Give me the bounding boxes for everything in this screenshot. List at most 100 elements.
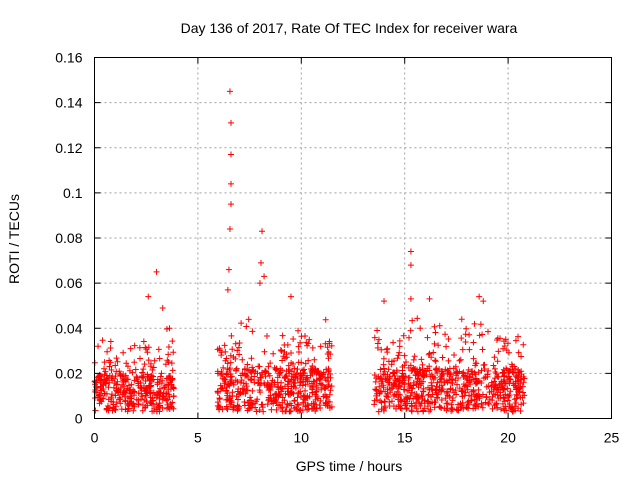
data-point xyxy=(306,336,313,343)
data-point-outlier xyxy=(227,201,234,208)
data-point xyxy=(224,390,231,397)
data-point xyxy=(295,401,302,408)
data-point xyxy=(499,382,506,389)
data-point xyxy=(476,332,483,339)
data-point xyxy=(245,316,252,323)
data-point xyxy=(455,375,462,382)
data-point xyxy=(169,338,176,345)
data-point-outlier xyxy=(225,266,232,273)
data-point xyxy=(449,394,456,401)
data-point-outlier xyxy=(381,298,388,305)
data-point-outlier xyxy=(287,293,294,300)
data-point xyxy=(236,403,243,410)
data-point xyxy=(427,406,434,413)
data-point xyxy=(100,395,107,402)
data-point xyxy=(418,400,425,407)
data-point xyxy=(499,400,506,407)
data-point xyxy=(446,393,453,400)
data-point xyxy=(492,369,499,376)
data-point xyxy=(502,391,509,398)
data-point xyxy=(463,404,470,411)
data-point xyxy=(223,387,230,394)
y-tick-label: 0 xyxy=(75,411,83,427)
data-point xyxy=(438,382,445,389)
data-point xyxy=(224,360,231,367)
data-point xyxy=(401,373,408,380)
data-point xyxy=(382,398,389,405)
data-point xyxy=(492,391,499,398)
data-point xyxy=(139,401,146,408)
data-point xyxy=(114,358,121,365)
data-point xyxy=(169,367,176,374)
data-point xyxy=(520,341,527,348)
data-point xyxy=(491,354,498,361)
data-point xyxy=(265,394,272,401)
data-point xyxy=(480,362,487,369)
data-point xyxy=(443,343,450,350)
data-point xyxy=(221,342,228,349)
data-point xyxy=(400,386,407,393)
data-point-outlier xyxy=(256,280,263,287)
data-point xyxy=(475,369,482,376)
data-point xyxy=(471,369,478,376)
data-point xyxy=(294,366,301,373)
data-point xyxy=(220,375,227,382)
data-point xyxy=(265,363,272,370)
data-point xyxy=(388,361,395,368)
data-point xyxy=(101,359,108,366)
data-point xyxy=(410,365,417,372)
data-points xyxy=(91,88,528,415)
data-point xyxy=(248,377,255,384)
data-point xyxy=(414,378,421,385)
y-tick-label: 0.04 xyxy=(55,320,82,336)
data-point xyxy=(143,345,150,352)
data-point-outlier xyxy=(407,248,414,255)
data-point xyxy=(515,366,522,373)
data-point xyxy=(510,369,517,376)
data-point xyxy=(302,387,309,394)
data-point xyxy=(450,365,457,372)
data-point xyxy=(443,400,450,407)
data-point xyxy=(253,408,260,415)
data-point xyxy=(112,362,119,369)
data-point xyxy=(278,347,285,354)
data-point xyxy=(151,357,158,364)
data-point xyxy=(327,351,334,358)
data-point xyxy=(475,378,482,385)
data-point xyxy=(409,317,416,324)
data-point xyxy=(254,370,261,377)
data-point xyxy=(261,348,268,355)
data-point xyxy=(318,386,325,393)
data-point xyxy=(229,346,236,353)
data-point xyxy=(520,389,527,396)
data-point xyxy=(500,366,507,373)
data-point xyxy=(378,399,385,406)
data-point xyxy=(464,399,471,406)
data-point xyxy=(149,366,156,373)
data-point xyxy=(234,396,241,403)
data-point xyxy=(322,374,329,381)
data-point xyxy=(269,377,276,384)
data-point xyxy=(417,325,424,332)
data-point xyxy=(140,366,147,373)
data-point xyxy=(317,405,324,412)
data-point xyxy=(399,364,406,371)
data-point xyxy=(155,346,162,353)
data-point xyxy=(239,356,246,363)
data-point xyxy=(163,390,170,397)
data-point xyxy=(493,401,500,408)
data-point xyxy=(263,332,270,339)
data-point-outlier xyxy=(407,295,414,302)
data-point xyxy=(436,322,443,329)
data-point xyxy=(378,375,385,382)
data-point xyxy=(431,323,438,330)
data-point xyxy=(302,403,309,410)
data-point xyxy=(255,376,262,383)
data-point xyxy=(377,366,384,373)
data-point xyxy=(501,386,508,393)
data-point xyxy=(471,320,478,327)
data-point xyxy=(289,360,296,367)
data-point xyxy=(127,345,134,352)
data-point xyxy=(302,376,309,383)
data-point xyxy=(461,372,468,379)
